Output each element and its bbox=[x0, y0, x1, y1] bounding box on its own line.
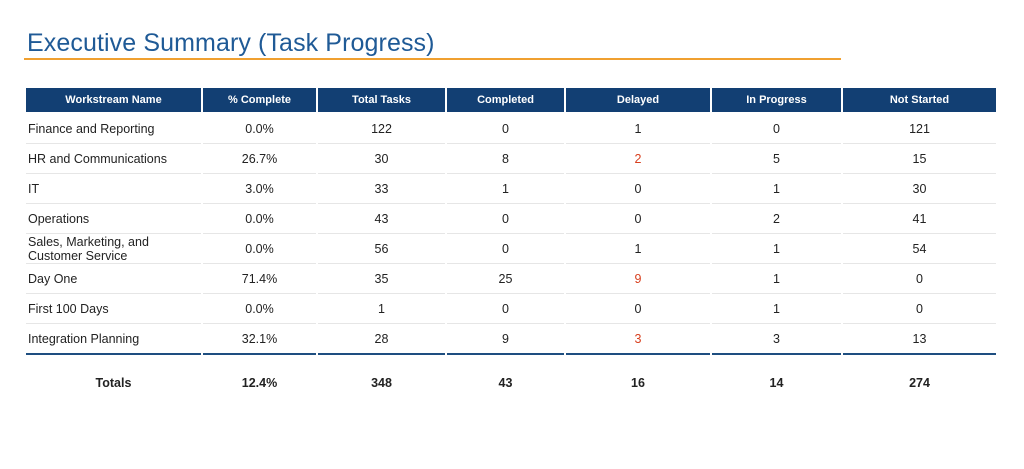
totals-in-progress: 14 bbox=[769, 376, 784, 390]
percent-complete-cell: 71.4% bbox=[203, 264, 316, 294]
percent-complete-cell: 0.0% bbox=[203, 234, 316, 264]
total-tasks-cell: 35 bbox=[318, 264, 445, 294]
column-header-workstream-name[interactable]: Workstream Name bbox=[26, 88, 201, 114]
not-started-cell: 30 bbox=[843, 174, 996, 204]
completed-cell: 0 bbox=[447, 114, 564, 144]
percent-complete-cell: 0.0% bbox=[203, 204, 316, 234]
percent-complete-cell: 32.1% bbox=[203, 324, 316, 355]
in-progress-cell: 5 bbox=[712, 144, 841, 174]
column-header-total-tasks[interactable]: Total Tasks bbox=[318, 88, 445, 114]
not-started-cell: 54 bbox=[843, 234, 996, 264]
totals-label: Totals bbox=[95, 376, 132, 390]
completed-cell: 1 bbox=[447, 174, 564, 204]
percent-complete-cell: 0.0% bbox=[203, 114, 316, 144]
table-row: Operations 0.0% 43 0 0 2 41 bbox=[26, 204, 996, 234]
workstream-name-cell: Operations bbox=[26, 204, 201, 234]
delayed-cell: 0 bbox=[566, 174, 710, 204]
column-header-not-started[interactable]: Not Started bbox=[843, 88, 996, 114]
title-underline bbox=[24, 58, 841, 60]
totals-total-tasks: 348 bbox=[371, 376, 392, 390]
in-progress-cell: 1 bbox=[712, 264, 841, 294]
totals-delayed: 16 bbox=[631, 376, 645, 390]
in-progress-cell: 3 bbox=[712, 324, 841, 355]
column-header-in-progress[interactable]: In Progress bbox=[712, 88, 841, 114]
table-row: First 100 Days 0.0% 1 0 0 1 0 bbox=[26, 294, 996, 324]
completed-cell: 0 bbox=[447, 234, 564, 264]
delayed-cell: 3 bbox=[566, 324, 710, 355]
page-title: Executive Summary (Task Progress) bbox=[27, 29, 435, 57]
percent-complete-cell: 3.0% bbox=[203, 174, 316, 204]
table-row: Sales, Marketing, and Customer Service 0… bbox=[26, 234, 996, 264]
delayed-cell: 1 bbox=[566, 114, 710, 144]
in-progress-cell: 1 bbox=[712, 234, 841, 264]
total-tasks-cell: 28 bbox=[318, 324, 445, 355]
not-started-cell: 121 bbox=[843, 114, 996, 144]
workstream-name-cell: HR and Communications bbox=[26, 144, 201, 174]
percent-complete-cell: 26.7% bbox=[203, 144, 316, 174]
column-header-delayed[interactable]: Delayed bbox=[566, 88, 710, 114]
in-progress-cell: 1 bbox=[712, 294, 841, 324]
column-header-percent-complete[interactable]: % Complete bbox=[203, 88, 316, 114]
completed-cell: 9 bbox=[447, 324, 564, 355]
not-started-cell: 0 bbox=[843, 264, 996, 294]
table-row: HR and Communications 26.7% 30 8 2 5 15 bbox=[26, 144, 996, 174]
in-progress-cell: 2 bbox=[712, 204, 841, 234]
table-row: Day One 71.4% 35 25 9 1 0 bbox=[26, 264, 996, 294]
column-header-completed[interactable]: Completed bbox=[447, 88, 564, 114]
delayed-cell: 9 bbox=[566, 264, 710, 294]
table-row: Finance and Reporting 0.0% 122 0 1 0 121 bbox=[26, 114, 996, 144]
in-progress-cell: 1 bbox=[712, 174, 841, 204]
totals-row: Totals 12.4% 348 43 16 14 274 bbox=[26, 355, 996, 411]
not-started-cell: 41 bbox=[843, 204, 996, 234]
workstream-name-cell: Integration Planning bbox=[26, 324, 201, 355]
totals-completed: 43 bbox=[498, 376, 513, 390]
total-tasks-cell: 1 bbox=[318, 294, 445, 324]
workstream-name-cell: Day One bbox=[26, 264, 201, 294]
delayed-cell: 0 bbox=[566, 204, 710, 234]
task-progress-table: Workstream Name % Complete Total Tasks C… bbox=[24, 88, 998, 411]
total-tasks-cell: 43 bbox=[318, 204, 445, 234]
not-started-cell: 15 bbox=[843, 144, 996, 174]
totals-not-started: 274 bbox=[909, 376, 930, 390]
table-row: IT 3.0% 33 1 0 1 30 bbox=[26, 174, 996, 204]
total-tasks-cell: 122 bbox=[318, 114, 445, 144]
not-started-cell: 0 bbox=[843, 294, 996, 324]
in-progress-cell: 0 bbox=[712, 114, 841, 144]
total-tasks-cell: 56 bbox=[318, 234, 445, 264]
delayed-cell: 2 bbox=[566, 144, 710, 174]
total-tasks-cell: 33 bbox=[318, 174, 445, 204]
delayed-cell: 0 bbox=[566, 294, 710, 324]
not-started-cell: 13 bbox=[843, 324, 996, 355]
completed-cell: 0 bbox=[447, 204, 564, 234]
header-row: Workstream Name % Complete Total Tasks C… bbox=[26, 88, 996, 114]
workstream-name-cell: Sales, Marketing, and Customer Service bbox=[26, 234, 201, 264]
percent-complete-cell: 0.0% bbox=[203, 294, 316, 324]
completed-cell: 0 bbox=[447, 294, 564, 324]
total-tasks-cell: 30 bbox=[318, 144, 445, 174]
workstream-name-cell: First 100 Days bbox=[26, 294, 201, 324]
workstream-name-cell: IT bbox=[26, 174, 201, 204]
delayed-cell: 1 bbox=[566, 234, 710, 264]
table-row: Integration Planning 32.1% 28 9 3 3 13 bbox=[26, 324, 996, 355]
completed-cell: 8 bbox=[447, 144, 564, 174]
workstream-name-cell: Finance and Reporting bbox=[26, 114, 201, 144]
completed-cell: 25 bbox=[447, 264, 564, 294]
totals-percent-complete: 12.4% bbox=[241, 376, 278, 390]
